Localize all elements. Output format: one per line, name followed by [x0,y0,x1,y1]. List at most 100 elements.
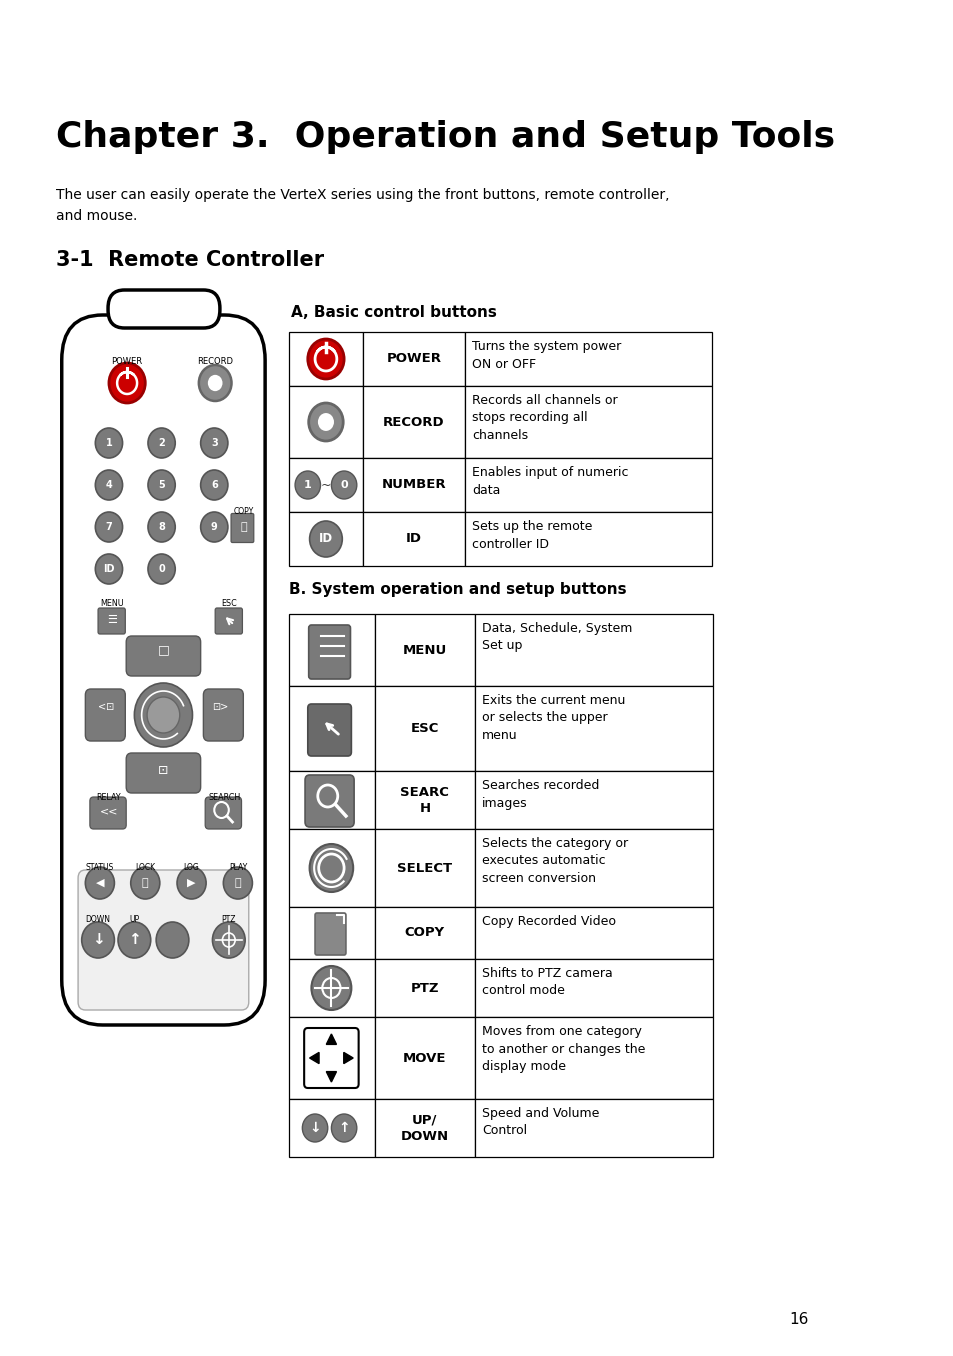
Circle shape [177,866,206,899]
Text: NUMBER: NUMBER [381,479,446,491]
Text: 0: 0 [340,480,348,490]
Text: 3-1  Remote Controller: 3-1 Remote Controller [56,250,324,270]
FancyBboxPatch shape [90,797,126,829]
Text: SEARC
H: SEARC H [400,785,449,815]
FancyBboxPatch shape [231,514,253,542]
Circle shape [148,428,175,458]
Bar [289,386,363,458]
Text: ~: ~ [320,479,331,491]
Text: ↑: ↑ [128,933,141,948]
Circle shape [310,843,353,892]
Bar [375,907,475,959]
Text: 1: 1 [304,480,312,490]
Text: Shifts to PTZ camera
control mode: Shifts to PTZ camera control mode [481,967,612,998]
Text: A, Basic control buttons: A, Basic control buttons [291,305,496,320]
Bar [375,772,475,829]
Bar [289,686,375,772]
Circle shape [118,922,151,957]
Circle shape [95,428,122,458]
Text: Enables input of numeric
data: Enables input of numeric data [472,466,628,496]
Text: ESC: ESC [411,721,438,735]
Circle shape [148,471,175,500]
Text: Selects the category or
executes automatic
screen conversion: Selects the category or executes automat… [481,837,628,885]
Text: 6: 6 [211,480,217,490]
FancyBboxPatch shape [126,636,200,677]
Circle shape [82,922,114,957]
Text: ⎘: ⎘ [240,522,247,532]
Bar [375,686,475,772]
Text: Exits the current menu
or selects the upper
menu: Exits the current menu or selects the up… [481,694,625,742]
FancyBboxPatch shape [305,776,354,827]
Circle shape [223,866,253,899]
Bar [464,513,711,565]
Text: ESC: ESC [221,599,236,609]
FancyBboxPatch shape [62,315,265,1025]
Polygon shape [343,1052,353,1063]
Text: 4: 4 [106,480,112,490]
Text: ⊡>: ⊡> [213,702,229,712]
Text: POWER: POWER [112,357,143,366]
Circle shape [109,363,145,403]
Text: <⊡: <⊡ [98,702,114,712]
Circle shape [198,365,232,401]
Text: 9: 9 [211,522,217,532]
Text: Sets up the remote
controller ID: Sets up the remote controller ID [472,519,592,551]
Bar [475,686,712,772]
Polygon shape [310,1052,318,1063]
Text: 8: 8 [158,522,165,532]
Text: 1: 1 [106,438,112,447]
Text: ID: ID [103,564,114,574]
Circle shape [310,521,342,557]
Text: LOG: LOG [184,864,199,872]
Circle shape [213,922,245,957]
Bar [289,959,375,1017]
Text: ↓: ↓ [91,933,104,948]
FancyBboxPatch shape [98,607,125,635]
Text: ↑: ↑ [338,1121,350,1135]
Text: ↓: ↓ [309,1121,320,1135]
Bar [375,1098,475,1157]
Text: Chapter 3.  Operation and Setup Tools: Chapter 3. Operation and Setup Tools [56,119,835,155]
Circle shape [148,513,175,542]
Circle shape [302,1115,328,1142]
Circle shape [147,697,179,734]
Bar [289,772,375,829]
Text: 5: 5 [158,480,165,490]
Bar [289,829,375,907]
Text: UP: UP [130,915,139,925]
Bar [475,907,712,959]
Text: ID: ID [406,533,421,545]
Bar [475,772,712,829]
Circle shape [309,403,343,441]
Text: COPY: COPY [233,507,253,515]
Text: 16: 16 [788,1313,808,1328]
Text: ◀: ◀ [95,877,104,888]
Bar [289,513,363,565]
FancyBboxPatch shape [205,797,241,829]
Text: Data, Schedule, System
Set up: Data, Schedule, System Set up [481,622,632,652]
Text: ⏭: ⏭ [234,877,241,888]
Text: ⊡: ⊡ [158,763,169,777]
FancyBboxPatch shape [108,290,220,328]
Text: B. System operation and setup buttons: B. System operation and setup buttons [289,582,626,597]
Circle shape [331,1115,356,1142]
Bar [464,332,711,386]
Bar [289,1017,375,1098]
FancyBboxPatch shape [314,913,346,955]
FancyBboxPatch shape [215,607,242,635]
Text: STATUS: STATUS [86,864,113,872]
Text: RECORD: RECORD [197,357,233,366]
Text: ID: ID [318,533,333,545]
Bar [289,1098,375,1157]
FancyBboxPatch shape [308,704,351,757]
Text: SEARCH: SEARCH [208,792,240,801]
Text: 2: 2 [158,438,165,447]
Text: MOVE: MOVE [403,1051,446,1064]
Polygon shape [326,1071,336,1082]
Text: Searches recorded
images: Searches recorded images [481,778,598,810]
Bar [289,458,363,513]
Text: RELAY: RELAY [96,792,121,801]
FancyBboxPatch shape [309,625,350,679]
Text: POWER: POWER [386,353,441,366]
Bar [375,959,475,1017]
